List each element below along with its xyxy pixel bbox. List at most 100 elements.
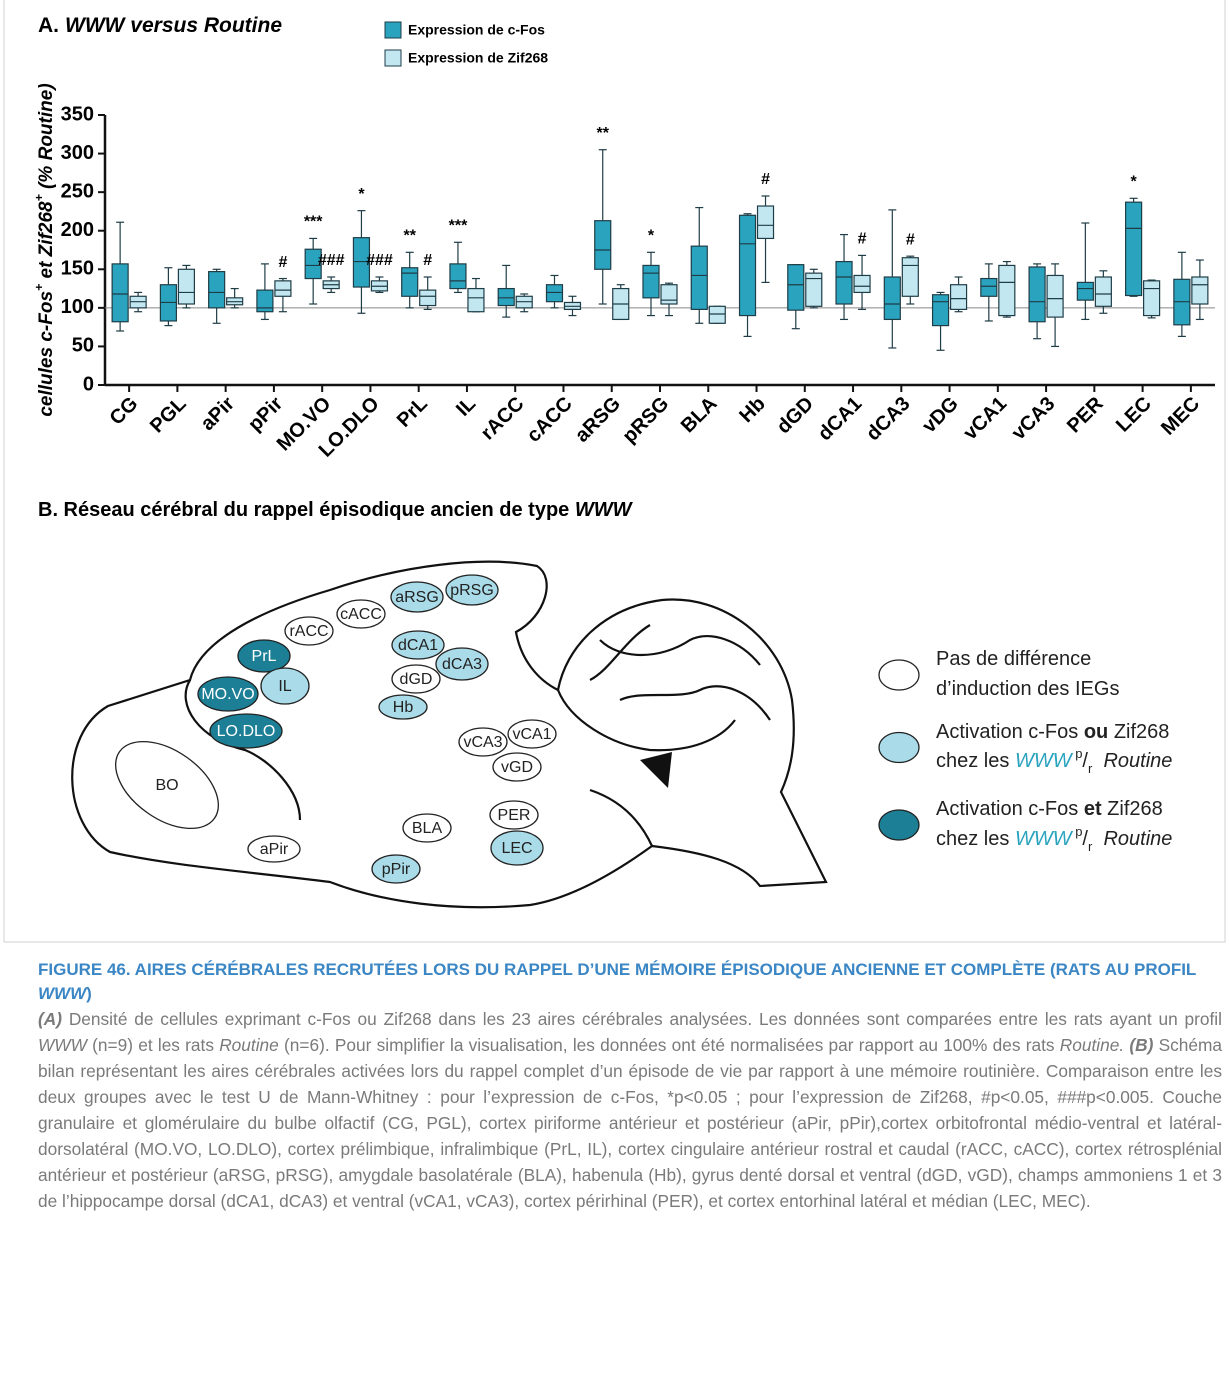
region-label: LO.DLO — [217, 723, 276, 740]
text-run: (n=6). Pour simplifier la visualisation,… — [278, 1035, 1060, 1055]
x-tick-label: vCA3 — [1008, 393, 1060, 445]
legend-marker — [878, 809, 920, 841]
y-tick-label: 50 — [72, 335, 94, 357]
text-run: p — [1072, 746, 1083, 761]
x-tick-label: MEC — [1157, 393, 1204, 440]
region-label: dCA3 — [442, 656, 482, 673]
region-node — [237, 639, 291, 673]
text-run: r — [1088, 761, 1093, 776]
text-run: Activation c-Fos — [936, 798, 1084, 820]
text-run: WWW — [38, 984, 87, 1003]
box — [111, 263, 129, 323]
significance-label: # — [278, 254, 287, 271]
significance-label: ### — [366, 252, 393, 269]
y-tick-label: 200 — [61, 219, 94, 241]
region-node — [458, 727, 508, 757]
x-tick-label: IL — [452, 393, 480, 421]
box — [1191, 276, 1209, 305]
x-tick-label: PrL — [393, 393, 432, 432]
brain-outline — [71, 560, 828, 909]
x-tick-label: Hb — [735, 393, 769, 427]
box — [949, 284, 968, 311]
box — [805, 272, 823, 307]
x-tick-label: PGL — [146, 393, 191, 438]
region-label: vCA3 — [463, 734, 502, 751]
box — [177, 268, 195, 305]
significance-label: * — [648, 228, 655, 245]
region-label: dGD — [400, 671, 433, 688]
text-run: Routine — [1092, 828, 1172, 850]
text-run: chez les — [936, 828, 1015, 850]
x-tick-label: PER — [1063, 392, 1108, 437]
region-node — [402, 813, 452, 843]
text-run: Densité de cellules exprimant c-Fos ou Z… — [62, 1009, 1222, 1029]
box — [1125, 201, 1143, 297]
y-tick-label: 150 — [61, 258, 94, 280]
region-node — [378, 694, 428, 720]
region-label: BLA — [412, 820, 443, 837]
text-run: Routine — [219, 1035, 279, 1055]
box — [738, 214, 757, 317]
significance-label: *** — [304, 214, 323, 231]
box — [1143, 280, 1161, 317]
box — [901, 257, 919, 297]
box — [835, 260, 853, 305]
box — [1046, 274, 1064, 318]
x-tick-label: cACC — [523, 393, 577, 447]
y-tick-label: 250 — [61, 180, 94, 202]
y-tick-label: 0 — [83, 373, 94, 395]
diagram-title: B. Réseau cérébral du rappel épisodique … — [38, 499, 634, 521]
y-tick-label: 350 — [61, 103, 94, 125]
x-tick-label: BLA — [677, 393, 722, 438]
text-run: Activation c-Fos — [936, 721, 1084, 743]
box — [497, 287, 515, 307]
legend-label: Expression de Zif268 — [408, 50, 548, 66]
box — [449, 263, 467, 290]
x-tick-label: pPir — [244, 393, 287, 436]
region-node — [260, 667, 310, 705]
text-run: / — [1082, 828, 1088, 850]
text-run: + — [32, 194, 46, 201]
legend-text: chez les WWW p/r Routine — [936, 824, 1172, 854]
region-node — [209, 713, 283, 749]
region-node — [507, 719, 557, 749]
significance-label: *** — [449, 218, 468, 235]
box — [660, 284, 678, 305]
caption-title: FIGURE 46. AIRES CÉRÉBRALES RECRUTÉES LO… — [38, 958, 1222, 1006]
region-label: pPir — [382, 861, 411, 878]
y-tick-label: 100 — [61, 296, 94, 318]
legend-text: Activation c-Fos ou Zif268 — [936, 721, 1169, 743]
legend-text: Activation c-Fos et Zif268 — [936, 798, 1163, 820]
text-run: Routine. — [1059, 1035, 1125, 1055]
box — [352, 237, 371, 288]
region-label: MO.VO — [201, 686, 254, 703]
text-run: + — [32, 284, 46, 291]
box — [545, 284, 564, 303]
region-label: dCA1 — [398, 637, 438, 654]
box — [787, 264, 805, 311]
box — [419, 289, 437, 307]
significance-label: * — [358, 186, 365, 203]
text-run: WWW — [1015, 750, 1074, 772]
caption: FIGURE 46. AIRES CÉRÉBRALES RECRUTÉES LO… — [38, 958, 1222, 1370]
region-label: cACC — [340, 606, 382, 623]
x-tick-label: dGD — [773, 393, 818, 438]
box — [642, 264, 660, 299]
box — [1094, 276, 1112, 307]
box — [304, 248, 322, 280]
text-run: (% Routine) — [36, 83, 57, 194]
box — [998, 264, 1016, 317]
x-tick-label: pRSG — [618, 393, 673, 448]
region-node — [391, 664, 441, 694]
panel-label: A. — [38, 14, 59, 37]
significance-label: # — [858, 231, 867, 248]
region-label: IL — [278, 678, 291, 695]
region-node — [336, 599, 386, 629]
significance-label: ### — [318, 252, 345, 269]
y-axis-label: cellules c-Fos+ et Zif268+ (% Routine) — [32, 83, 57, 416]
x-tick-label: vDG — [918, 393, 963, 438]
text-run: Zif268 — [1108, 721, 1169, 743]
significance-label: ** — [403, 228, 416, 245]
brain-dark-region — [640, 752, 672, 788]
